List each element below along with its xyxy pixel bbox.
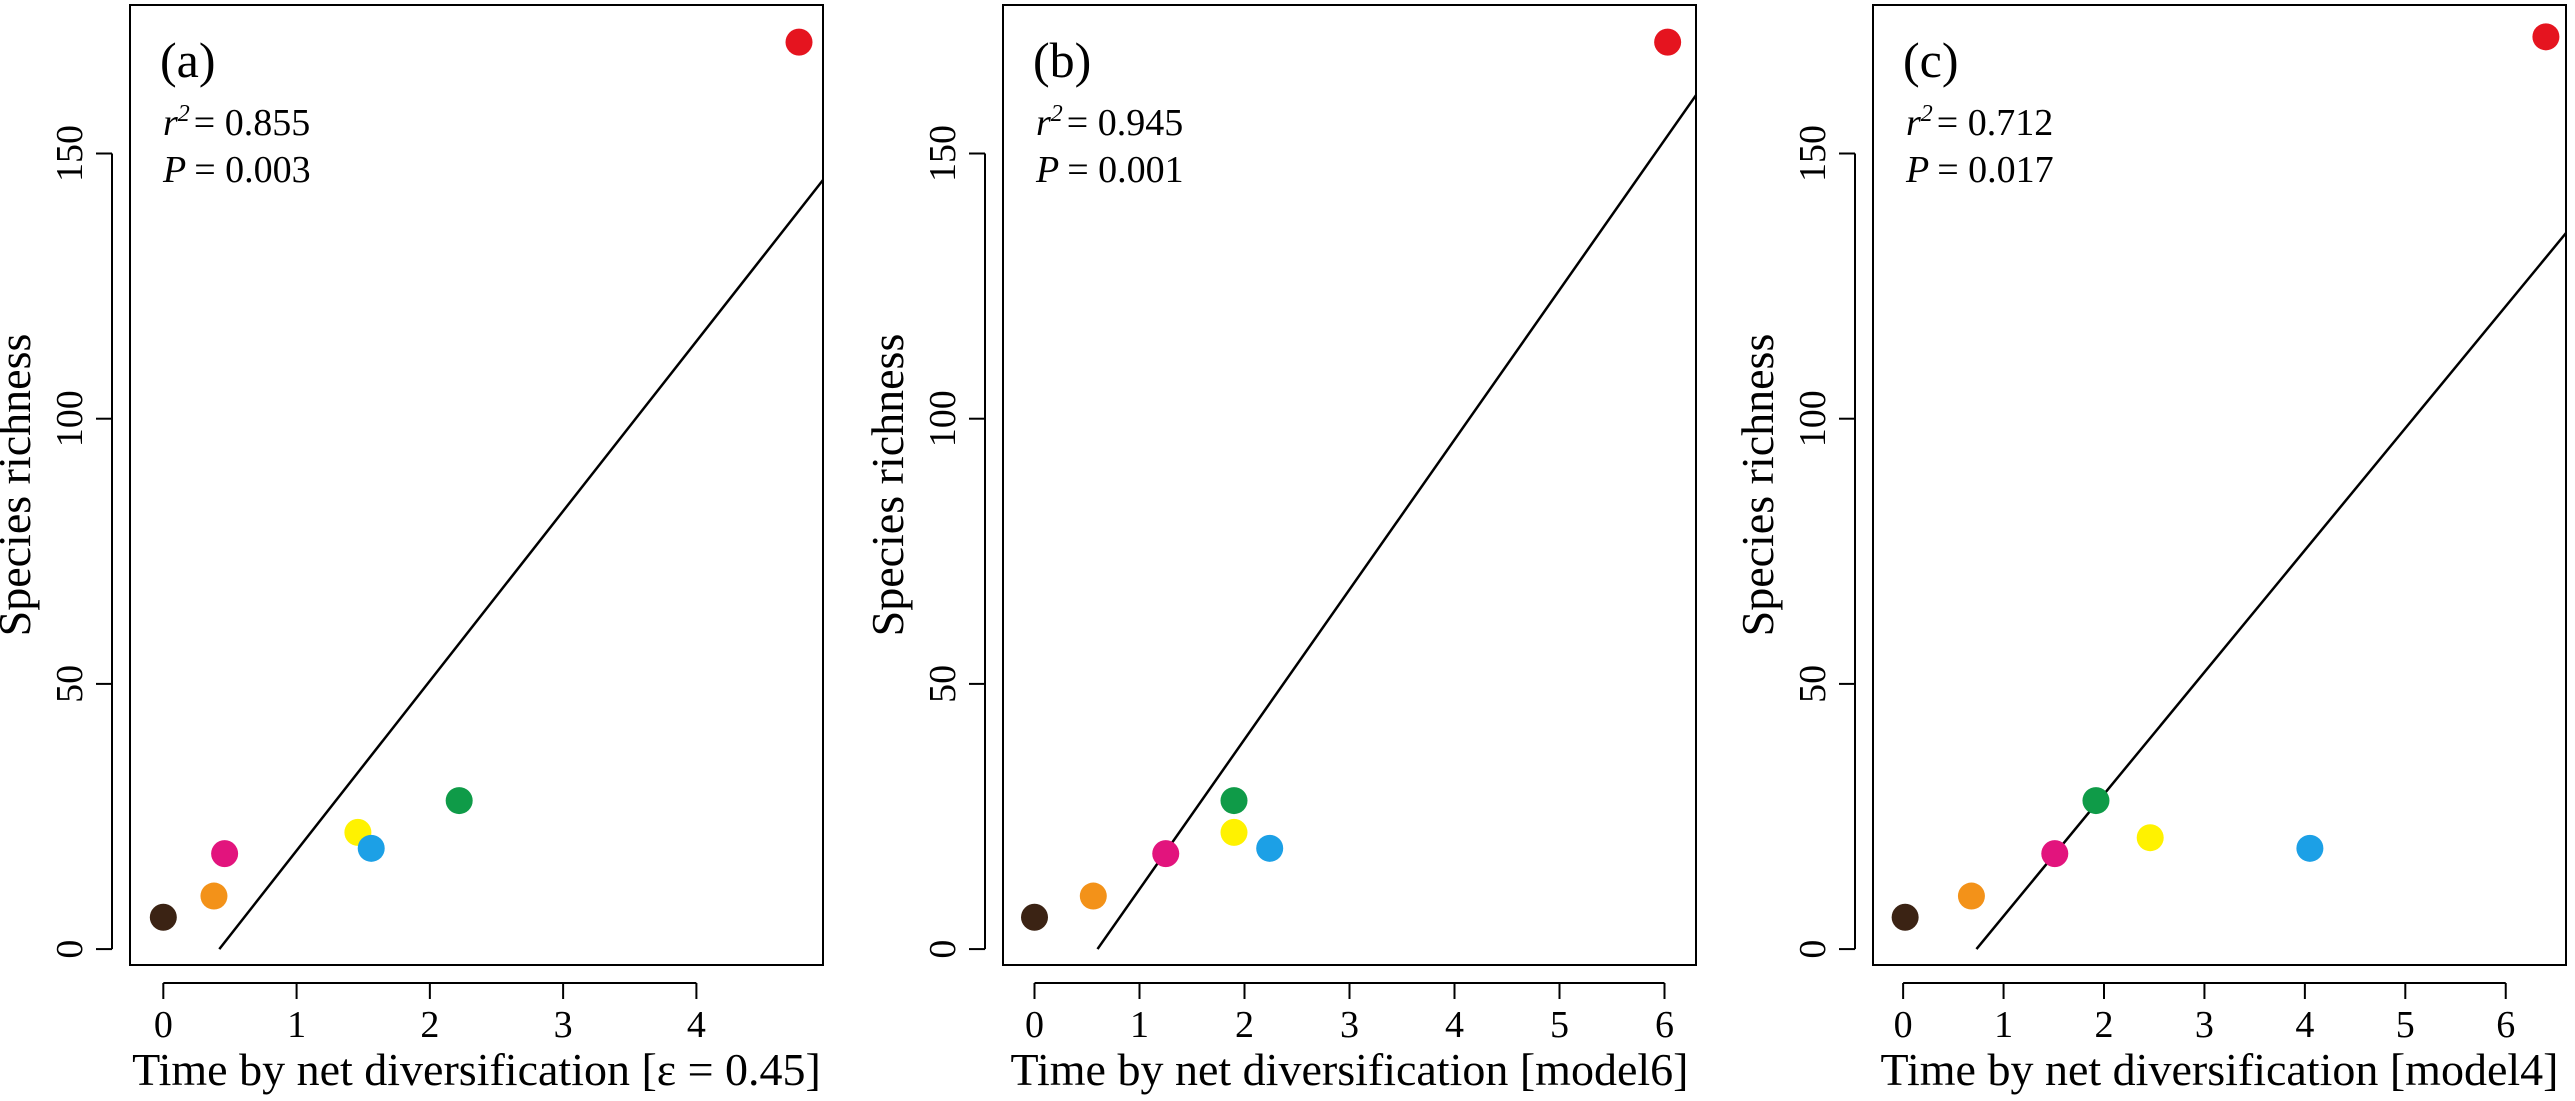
- panel-1: 0 1 2 3 4 0 50 100 150 Time by net diversificatio…: [0, 4, 824, 1095]
- x-tick-label: 0: [1894, 1004, 1913, 1046]
- x-tick-label: 4: [2295, 1004, 2314, 1046]
- x-tick-label: 4: [1445, 1004, 1464, 1046]
- data-point: [149, 903, 177, 931]
- x-tick-label: 2: [2095, 1004, 2114, 1046]
- data-point: [1220, 818, 1248, 846]
- r-squared-text: r2 = 0.855: [163, 101, 310, 144]
- x-axis-label: Time by net diversification [ε = 0.45]: [132, 1044, 821, 1095]
- x-tick-label: 3: [1340, 1004, 1359, 1046]
- data-point: [1891, 903, 1919, 931]
- y-axis-label: Species richness: [0, 334, 40, 637]
- data-point: [1256, 834, 1284, 862]
- x-tick-label: 6: [1655, 1004, 1674, 1046]
- x-tick-label: 0: [1025, 1004, 1044, 1046]
- data-point: [445, 787, 473, 815]
- panel-label: (b): [1033, 32, 1091, 88]
- y-tick-label: 50: [49, 665, 91, 703]
- y-tick-label: 50: [922, 665, 964, 703]
- panel-2: 0 1 2 3 4 5 6 0 50 100 150 Time by net diversificat…: [862, 4, 1697, 1095]
- panel-label: (c): [1903, 32, 1959, 88]
- data-point: [2136, 824, 2164, 852]
- y-axis-label: Species richness: [1732, 334, 1783, 637]
- panel-label: (a): [160, 32, 216, 88]
- x-tick-label: 5: [2396, 1004, 2415, 1046]
- plot-frame: [1872, 4, 2567, 966]
- y-tick-label: 150: [1792, 125, 1834, 182]
- x-tick-label: 5: [1550, 1004, 1569, 1046]
- y-tick-label: 150: [49, 125, 91, 182]
- r-squared-text: r2 = 0.712: [1906, 101, 2053, 144]
- data-point: [1220, 787, 1248, 815]
- regression-line: [1975, 232, 2566, 950]
- x-tick-label: 6: [2496, 1004, 2515, 1046]
- x-tick-label: 1: [287, 1004, 306, 1046]
- plot-frame: [1002, 4, 1697, 966]
- data-point: [2296, 834, 2324, 862]
- y-tick-label: 0: [49, 940, 91, 959]
- p-value-text: P = 0.017: [1905, 149, 2054, 191]
- data-point: [2041, 840, 2069, 868]
- y-tick-label: 100: [922, 390, 964, 447]
- y-tick-label: 0: [922, 940, 964, 959]
- y-tick-label: 0: [1792, 940, 1834, 959]
- x-tick-label: 4: [687, 1004, 706, 1046]
- data-point: [211, 840, 239, 868]
- plot-frame: [129, 4, 824, 966]
- regression-line: [218, 179, 823, 950]
- panel-3: 0 1 2 3 4 5 6 0 50 100 150 Time by net diversificat…: [1732, 4, 2567, 1095]
- data-point: [1957, 882, 1985, 910]
- p-value-text: P = 0.001: [1035, 149, 1184, 191]
- x-tick-label: 3: [2195, 1004, 2214, 1046]
- x-tick-label: 0: [154, 1004, 173, 1046]
- data-point: [2532, 23, 2560, 51]
- y-tick-label: 50: [1792, 665, 1834, 703]
- x-tick-label: 1: [1130, 1004, 1149, 1046]
- data-point: [1079, 882, 1107, 910]
- data-point: [1152, 840, 1180, 868]
- data-point: [2082, 787, 2110, 815]
- x-tick-label: 3: [554, 1004, 573, 1046]
- x-tick-label: 2: [1235, 1004, 1254, 1046]
- data-point: [785, 28, 813, 56]
- data-point: [1021, 903, 1048, 931]
- x-tick-label: 2: [420, 1004, 439, 1046]
- y-tick-label: 100: [49, 390, 91, 447]
- y-tick-label: 150: [922, 125, 964, 182]
- regression-line: [1096, 94, 1696, 950]
- x-tick-label: 1: [1994, 1004, 2013, 1046]
- data-point: [357, 834, 385, 862]
- data-point: [200, 882, 228, 910]
- r-squared-text: r2 = 0.945: [1036, 101, 1183, 144]
- y-tick-label: 100: [1792, 390, 1834, 447]
- data-point: [1654, 28, 1682, 56]
- x-axis-label: Time by net diversification [model4]: [1881, 1044, 2559, 1095]
- y-axis-label: Species richness: [862, 334, 913, 637]
- p-value-text: P = 0.003: [162, 149, 311, 191]
- x-axis-label: Time by net diversification [model6]: [1011, 1044, 1689, 1095]
